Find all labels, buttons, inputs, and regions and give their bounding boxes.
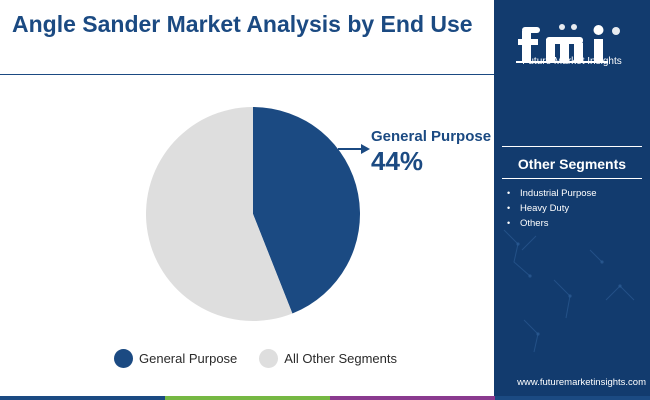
callout: General Purpose 44% xyxy=(371,128,491,176)
logo-text: Future Market Insights xyxy=(522,56,622,67)
pie-chart xyxy=(145,107,370,321)
bottom-color-bar xyxy=(0,396,650,400)
sidebar: Future Market Insights Other Segments In… xyxy=(494,0,650,400)
legend-swatch-all-other-segments xyxy=(259,348,279,368)
legend-item-all-other-segments: All Other Segments xyxy=(259,348,397,368)
pie-slice-general-purpose xyxy=(253,107,360,314)
page-title: Angle Sander Market Analysis by End Use xyxy=(12,11,473,37)
website-url[interactable]: www.futuremarketinsights.com xyxy=(517,377,646,388)
legend: General Purpose All Other Segments xyxy=(114,348,397,368)
segment-item: Others xyxy=(507,216,597,231)
legend-item-general-purpose: General Purpose xyxy=(114,348,238,368)
bottom-bar-segment xyxy=(330,396,495,400)
legend-label-all-other-segments: All Other Segments xyxy=(284,350,397,366)
segments-list: Industrial Purpose Heavy Duty Others xyxy=(507,186,597,231)
bottom-bar-segment xyxy=(495,396,650,400)
segments-heading: Other Segments xyxy=(517,156,627,172)
title-divider xyxy=(0,74,494,75)
sidebar-background-pattern xyxy=(503,229,635,353)
segment-item: Industrial Purpose xyxy=(507,186,597,201)
callout-value: 44% xyxy=(371,146,424,176)
pie-chart-area: General Purpose 44% xyxy=(145,107,491,321)
legend-label-general-purpose: General Purpose xyxy=(139,350,238,366)
bottom-bar-segment xyxy=(0,396,165,400)
callout-arrow-head xyxy=(361,144,370,154)
fmi-logo xyxy=(516,24,620,63)
pie-slice-all-other-segments xyxy=(145,107,293,321)
callout-label: General Purpose xyxy=(371,128,492,145)
bottom-bar-segment xyxy=(165,396,330,400)
segments-rule-bottom xyxy=(502,178,642,179)
legend-swatch-general-purpose xyxy=(114,348,133,368)
segment-item: Heavy Duty xyxy=(507,201,597,216)
segments-rule-top xyxy=(502,146,642,147)
